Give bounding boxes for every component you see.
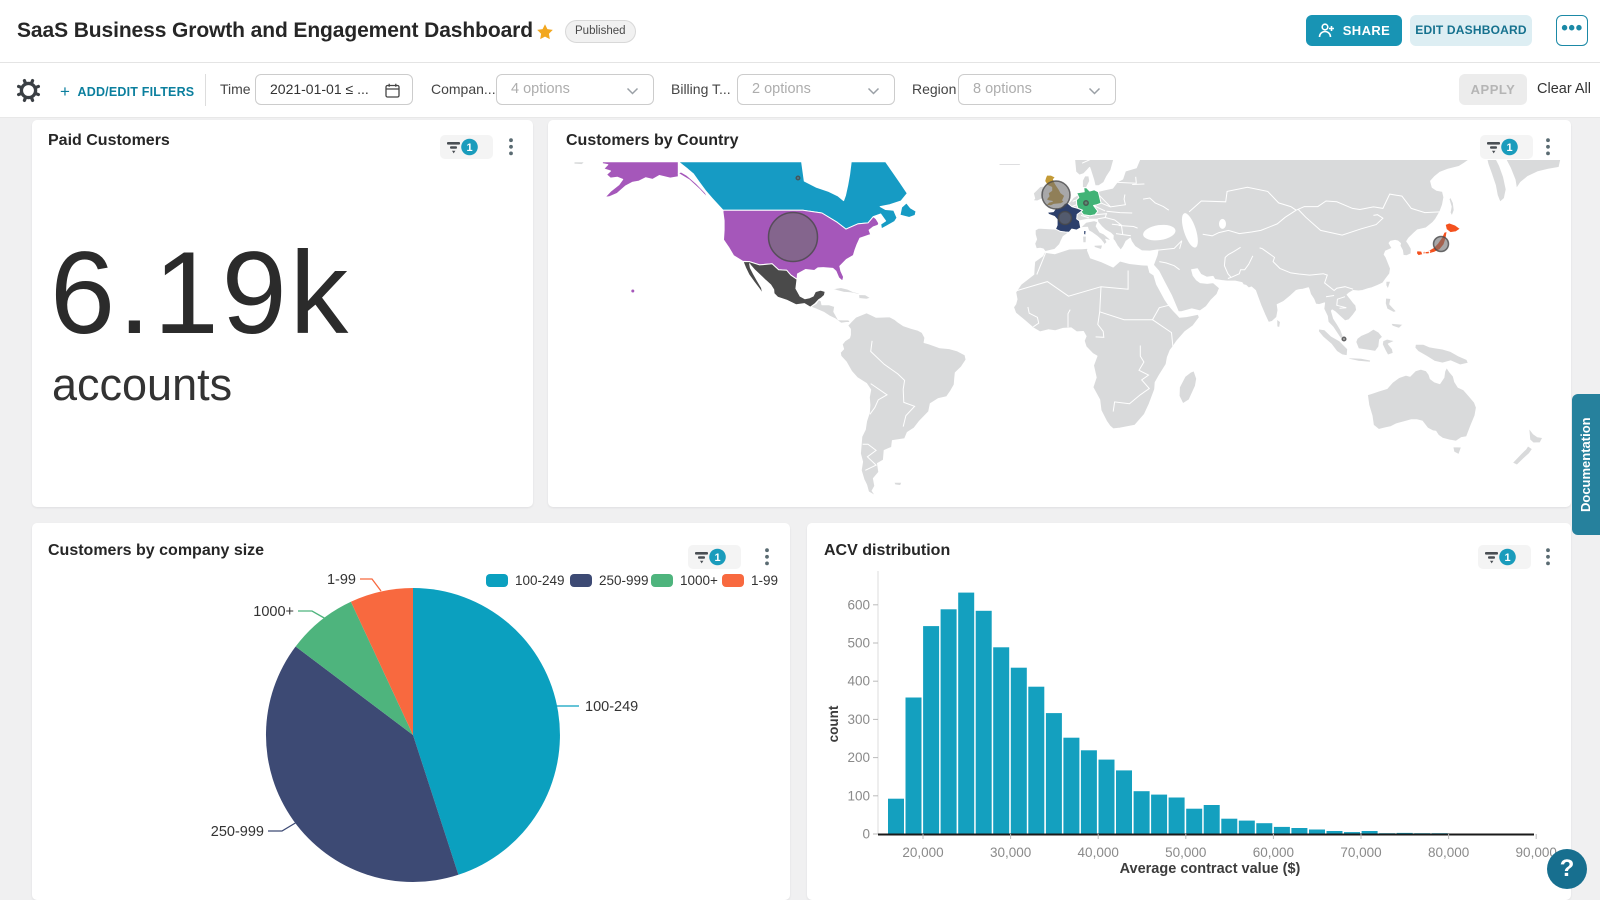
svg-text:70,000: 70,000 (1340, 845, 1381, 860)
svg-text:count: count (826, 705, 841, 742)
svg-text:100-249: 100-249 (515, 573, 565, 588)
svg-text:1000+: 1000+ (680, 573, 718, 588)
svg-text:80,000: 80,000 (1428, 845, 1469, 860)
svg-text:250-999: 250-999 (211, 824, 264, 840)
svg-text:600: 600 (847, 597, 870, 612)
svg-text:100-249: 100-249 (585, 699, 638, 715)
svg-text:1-99: 1-99 (327, 572, 356, 588)
svg-text:40,000: 40,000 (1078, 845, 1119, 860)
svg-text:20,000: 20,000 (902, 845, 943, 860)
svg-text:0: 0 (862, 827, 870, 842)
svg-text:1: 1 (714, 552, 720, 564)
svg-text:200: 200 (847, 750, 870, 765)
svg-text:250-999: 250-999 (599, 573, 649, 588)
svg-text:60,000: 60,000 (1253, 845, 1294, 860)
svg-text:400: 400 (847, 674, 870, 689)
svg-text:1: 1 (466, 142, 472, 154)
svg-text:1000+: 1000+ (253, 604, 294, 620)
svg-text:500: 500 (847, 636, 870, 651)
svg-text:30,000: 30,000 (990, 845, 1031, 860)
svg-text:1: 1 (1506, 142, 1512, 154)
svg-text:100: 100 (847, 788, 870, 803)
svg-text:1-99: 1-99 (751, 573, 778, 588)
svg-text:1: 1 (1504, 552, 1510, 564)
svg-text:Average contract value ($): Average contract value ($) (1120, 861, 1301, 877)
svg-text:300: 300 (847, 712, 870, 727)
svg-text:50,000: 50,000 (1165, 845, 1206, 860)
svg-text:90,000: 90,000 (1516, 845, 1557, 860)
